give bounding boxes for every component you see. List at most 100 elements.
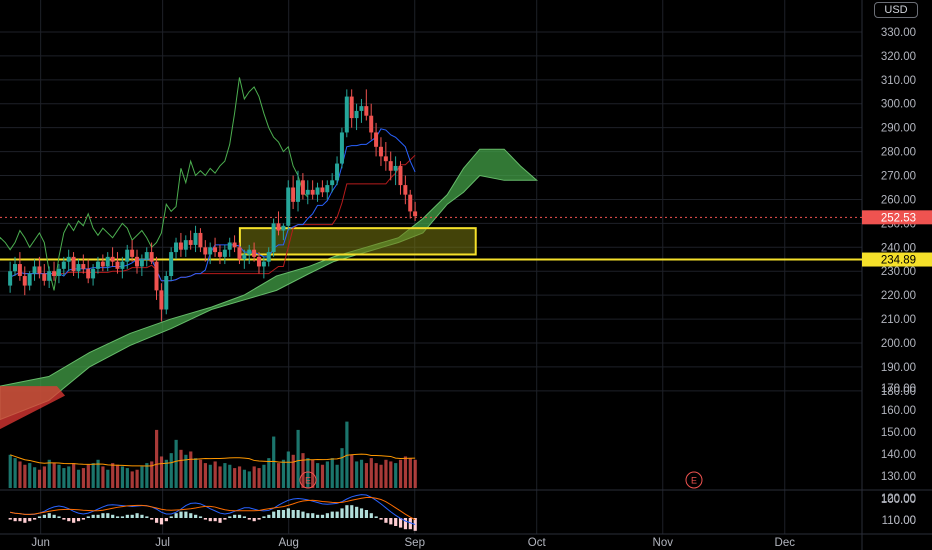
oscillator-bar [76,518,81,522]
oscillator-bar [276,510,281,518]
volume-bar [330,458,334,488]
oscillator-bar [18,518,22,522]
candle-body [208,247,213,255]
volume-bar [76,469,81,488]
volume-bar [145,463,149,488]
candle-body [95,261,100,269]
volume-bar [91,463,95,488]
candle-body [393,165,398,171]
volume-bar [364,463,369,488]
candle-body [296,180,301,202]
oscillator-bar [42,514,46,518]
volume-bar [223,463,227,488]
candle-body [8,271,13,286]
x-tick-label: Jun [31,537,50,549]
y-tick-label: 180.00 [881,386,916,398]
candle-body [159,290,164,310]
oscillator-bar [101,513,105,518]
cloud-bear-area [0,386,66,430]
volume-bar [320,464,325,488]
volume-bar [169,453,173,488]
volume-bar [257,468,261,488]
y-tick-label: 0.00 [894,515,916,527]
candle-body [320,187,325,193]
candle-body [261,261,266,267]
candle-body [354,110,359,119]
oscillator-bar [413,518,417,531]
volume-bar [350,454,354,488]
y-tick-label: 220.00 [881,290,916,302]
volume-bar [174,439,178,488]
volume-bar [18,461,22,488]
volume-bar [237,466,242,488]
candle-body [76,264,81,272]
oscillator-bar [169,516,173,518]
candle-body [13,264,18,272]
volume-bar [120,466,125,488]
y-tick-label: 280.00 [881,147,916,159]
oscillator-bar [272,511,276,518]
candle-body [71,256,76,272]
candle-body [315,187,320,195]
y-tick-label: 120.00 [881,493,916,505]
time-axis[interactable]: Jun Jul Aug Sep Oct Nov Dec [31,537,795,549]
candle-body [369,115,374,133]
candle-body [56,268,61,277]
oscillator-bar [237,514,242,518]
candle-body [164,276,169,310]
oscillator-bar [164,518,168,522]
price-axis[interactable]: 330.00 320.00 310.00 300.00 290.00 280.00 270.… [881,27,916,527]
volume-bar [389,461,393,488]
oscillator-bar [389,518,393,525]
oscillator-bar [359,508,364,518]
last-price-tag-label: 252.53 [881,212,916,224]
candle-body [198,232,203,248]
oscillator-bar [350,505,354,518]
oscillator-bar [394,518,398,526]
earnings-marker-label: E [305,476,311,486]
oscillator-bar [194,514,198,518]
oscillator-bar [252,518,256,522]
cloud-bull-area [0,148,539,421]
candle-body [81,264,86,269]
candle-body [403,185,408,195]
oscillator-base-line [10,497,416,521]
lagging-span-line [0,77,309,291]
candle-body [183,240,188,250]
volume-bar [57,464,61,488]
y-tick-label: 230.00 [881,266,916,278]
oscillator-bar [296,510,300,518]
volume-bar [13,458,17,488]
candle-body [178,242,183,250]
candle-body [286,187,291,226]
oscillator-bar [374,516,378,518]
volume-bar [101,466,105,488]
y-tick-label: 110.00 [882,515,916,527]
oscillator-bar [335,511,339,518]
last-price-tag [862,210,932,225]
y-tick-label: 300.00 [881,99,916,111]
candle-body [154,261,159,291]
candle-body [139,259,144,267]
candle-body [374,132,379,147]
candle-body [120,261,125,269]
oscillator-bar [23,518,27,523]
volume-bar [233,468,237,488]
y-tick-label: 290.00 [881,123,916,135]
level-price-tag-label: 234.89 [881,255,916,267]
volume-bar [106,469,110,488]
oscillator-bar [33,518,37,520]
volume-bar [228,464,232,488]
candle-body [22,276,27,286]
oscillator-bar [111,514,115,518]
oscillator-bar [106,513,110,518]
volume-bar [276,463,281,488]
oscillator-series [8,494,417,531]
currency-button[interactable]: USD [874,2,918,18]
oscillator-bar [13,518,17,522]
oscillator-bar [198,516,203,518]
candle-body [130,249,135,257]
